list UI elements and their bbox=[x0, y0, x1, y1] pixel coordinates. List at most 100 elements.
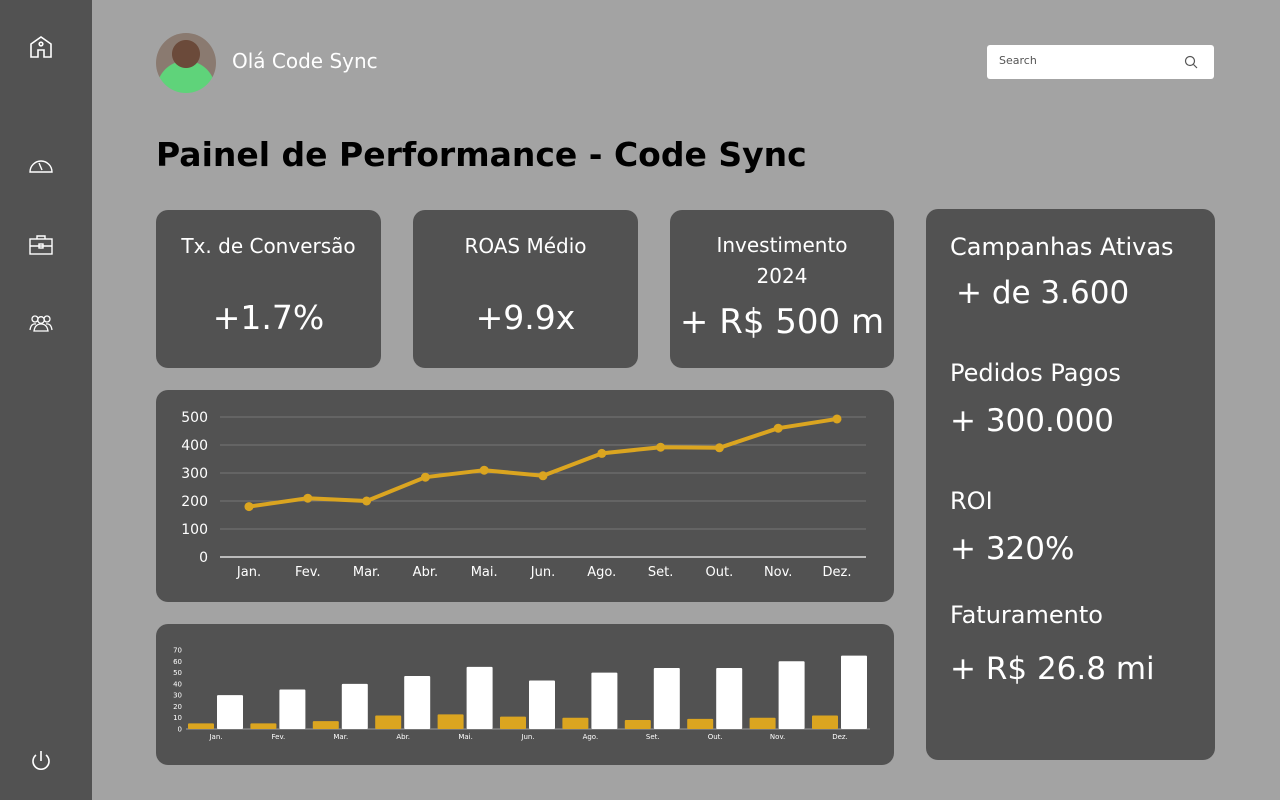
x-tick-label: Jan. bbox=[236, 565, 261, 580]
stat-value: + 300.000 bbox=[950, 403, 1115, 439]
summary-card: Campanhas Ativas + de 3.600 Pedidos Pago… bbox=[926, 209, 1215, 760]
x-tick-label: Jan. bbox=[208, 733, 222, 741]
kpi-card-roas: ROAS Médio +9.9x bbox=[413, 210, 638, 368]
x-tick-label: Set. bbox=[648, 565, 673, 580]
bar bbox=[375, 715, 402, 729]
bar bbox=[466, 666, 493, 729]
bar bbox=[341, 683, 368, 729]
avatar bbox=[156, 33, 216, 93]
x-tick-label: Ago. bbox=[583, 733, 599, 741]
x-tick-label: Set. bbox=[646, 733, 660, 741]
users-icon[interactable] bbox=[28, 310, 54, 336]
bar bbox=[624, 719, 651, 729]
y-tick-label: 400 bbox=[181, 438, 208, 454]
page-title: Painel de Performance - Code Sync bbox=[156, 135, 807, 174]
data-point bbox=[832, 414, 842, 424]
bar-chart: 0 10 20 30 40 50 60 70 Jan. Fev. Mar. Abr. Mai. Jun. A… bbox=[173, 647, 870, 741]
bar bbox=[812, 715, 838, 729]
kpi-card-investment: Investimento 2024 + R$ 500 m bbox=[670, 210, 894, 368]
power-icon[interactable] bbox=[28, 748, 54, 774]
greeting: Olá Code Sync bbox=[232, 49, 378, 73]
y-tick-label: 0 bbox=[199, 550, 208, 566]
stat-label: Pedidos Pagos bbox=[950, 359, 1121, 387]
x-tick-label: Mai. bbox=[458, 733, 473, 741]
stat-value: + R$ 26.8 mi bbox=[950, 651, 1155, 687]
kpi-value: +9.9x bbox=[475, 298, 576, 337]
y-tick-label: 70 bbox=[173, 647, 182, 655]
x-tick-label: Out. bbox=[706, 565, 734, 580]
bar bbox=[749, 717, 776, 729]
bar bbox=[188, 723, 214, 729]
y-tick-label: 50 bbox=[173, 669, 182, 677]
kpi-label: Investimento 2024 bbox=[716, 233, 848, 288]
data-point bbox=[420, 472, 430, 482]
briefcase-icon[interactable] bbox=[28, 231, 54, 257]
kpi-label: Tx. de Conversão bbox=[181, 234, 356, 258]
bar bbox=[217, 695, 243, 729]
kpi-card-conversion: Tx. de Conversão +1.7% bbox=[156, 210, 381, 368]
search-box[interactable] bbox=[987, 45, 1214, 79]
bar bbox=[778, 661, 805, 729]
line-series bbox=[248, 416, 838, 509]
x-tick-label: Jun. bbox=[520, 733, 534, 741]
data-point bbox=[479, 465, 489, 475]
x-tick-label: Dez. bbox=[823, 565, 852, 580]
x-tick-label: Nov. bbox=[764, 565, 793, 580]
y-tick-label: 200 bbox=[181, 494, 208, 510]
y-tick-label: 10 bbox=[173, 714, 182, 722]
x-tick-label: Mar. bbox=[353, 565, 380, 580]
stat-label: Faturamento bbox=[950, 601, 1103, 629]
bar bbox=[562, 717, 589, 729]
bar bbox=[312, 721, 339, 729]
bar bbox=[437, 714, 464, 729]
bar bbox=[841, 655, 867, 729]
line-chart-card: 0 100 200 300 400 500 Jan. Fev. Mar. Abr. Mai. Jun.… bbox=[156, 390, 894, 602]
kpi-value: + R$ 500 m bbox=[679, 302, 885, 342]
bar bbox=[404, 675, 431, 729]
x-tick-label: Abr. bbox=[413, 565, 438, 580]
stat-value: + de 3.600 bbox=[956, 275, 1130, 311]
stat-label: ROI bbox=[950, 487, 993, 515]
x-tick-label: Abr. bbox=[396, 733, 410, 741]
y-tick-label: 40 bbox=[173, 680, 182, 688]
x-tick-label: Nov. bbox=[770, 733, 785, 741]
line-chart: 0 100 200 300 400 500 Jan. Fev. Mar. Abr. Mai. Jun.… bbox=[181, 410, 866, 580]
dashboard-gauge-icon[interactable] bbox=[28, 152, 54, 178]
y-tick-label: 0 bbox=[178, 726, 182, 734]
bar bbox=[500, 716, 526, 729]
data-point bbox=[714, 443, 724, 453]
kpi-label: ROAS Médio bbox=[464, 234, 587, 258]
y-tick-label: 60 bbox=[173, 658, 182, 666]
x-tick-label: Mar. bbox=[333, 733, 348, 741]
data-point bbox=[362, 496, 372, 506]
bar-chart-card: 0 10 20 30 40 50 60 70 Jan. Fev. Mar. Abr. Mai. Jun. A… bbox=[156, 624, 894, 765]
bar bbox=[591, 672, 618, 729]
x-tick-label: Fev. bbox=[295, 565, 321, 580]
y-tick-label: 20 bbox=[173, 703, 182, 711]
bar bbox=[250, 723, 277, 729]
data-point bbox=[597, 448, 607, 458]
data-point bbox=[244, 502, 254, 512]
x-tick-label: Ago. bbox=[587, 565, 616, 580]
search-icon[interactable] bbox=[1184, 55, 1198, 69]
data-point bbox=[538, 471, 548, 481]
bar bbox=[653, 668, 680, 729]
home-icon[interactable] bbox=[28, 34, 54, 60]
y-tick-label: 500 bbox=[181, 410, 208, 426]
x-tick-label: Out. bbox=[708, 733, 723, 741]
search-input[interactable] bbox=[999, 54, 1169, 67]
bar bbox=[716, 668, 743, 729]
y-tick-label: 300 bbox=[181, 466, 208, 482]
y-tick-label: 30 bbox=[173, 692, 182, 700]
x-tick-label: Mai. bbox=[471, 565, 498, 580]
data-point bbox=[773, 423, 783, 433]
y-tick-label: 100 bbox=[181, 522, 208, 538]
sidebar bbox=[0, 0, 92, 800]
bar bbox=[279, 689, 306, 729]
x-tick-label: Jun. bbox=[530, 565, 555, 580]
stat-value: + 320% bbox=[950, 531, 1075, 567]
x-tick-label: Dez. bbox=[832, 733, 848, 741]
bar bbox=[687, 718, 714, 729]
bar bbox=[529, 680, 555, 729]
stat-label: Campanhas Ativas bbox=[950, 233, 1174, 261]
